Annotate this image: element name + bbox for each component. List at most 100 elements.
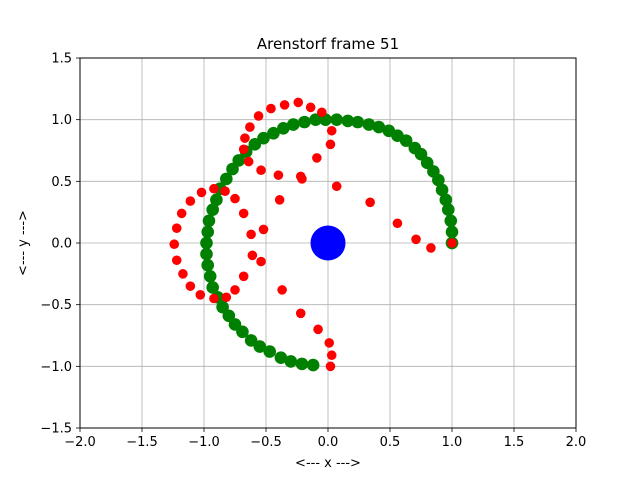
data-point	[284, 355, 298, 368]
data-point	[295, 357, 309, 371]
data-point	[253, 111, 264, 121]
data-point	[439, 193, 453, 207]
data-point	[203, 270, 217, 283]
data-point	[240, 133, 250, 143]
data-point	[317, 107, 327, 118]
data-point	[238, 271, 249, 282]
data-point	[267, 126, 280, 140]
data-point	[201, 258, 215, 272]
data-point	[238, 208, 249, 219]
data-point	[263, 345, 277, 358]
data-point	[277, 285, 287, 295]
data-point	[351, 115, 365, 129]
series-1	[169, 97, 457, 372]
data-point	[209, 183, 219, 194]
data-point	[266, 103, 276, 114]
y-tick-label: 0.5	[51, 175, 72, 190]
data-point	[274, 195, 285, 205]
data-point	[210, 193, 223, 207]
data-point	[178, 269, 188, 279]
data-point	[331, 181, 342, 192]
x-axis-label: <--- x --->	[295, 456, 361, 471]
data-point	[309, 113, 322, 126]
data-point	[238, 144, 249, 155]
data-point	[365, 197, 375, 208]
data-point	[325, 139, 336, 150]
y-tick-label: 0.0	[51, 237, 72, 252]
data-point	[253, 340, 267, 353]
x-tick-label: 0.5	[380, 435, 401, 450]
data-point	[341, 114, 355, 128]
y-tick-label: −0.5	[40, 298, 72, 313]
data-point	[445, 225, 459, 239]
data-point	[411, 234, 421, 245]
data-point	[246, 229, 256, 240]
data-point	[313, 324, 323, 335]
data-point	[295, 171, 306, 182]
data-point	[243, 156, 254, 167]
data-point	[305, 102, 316, 113]
x-tick-label: 1.0	[442, 435, 463, 450]
x-tick-label: −0.5	[250, 435, 282, 450]
data-point	[279, 100, 290, 110]
data-point	[447, 238, 457, 248]
data-point	[195, 290, 206, 300]
x-tick-label: 0.0	[318, 435, 339, 450]
data-point	[220, 186, 230, 196]
data-point	[200, 247, 213, 261]
x-tick-label: −1.0	[188, 435, 220, 450]
data-point	[171, 255, 182, 266]
chart-title: Arenstorf frame 51	[257, 35, 399, 53]
x-tick-label: 1.5	[504, 435, 525, 450]
data-point	[326, 125, 337, 136]
data-point	[306, 358, 320, 372]
data-point	[196, 187, 207, 198]
data-point	[392, 218, 403, 229]
data-point	[326, 350, 337, 361]
data-point	[293, 97, 304, 108]
x-tick-label: 2.0	[566, 435, 587, 450]
y-tick-label: 1.5	[51, 52, 72, 67]
data-point	[200, 236, 213, 250]
data-point	[169, 239, 180, 250]
x-tick-label: −2.0	[64, 435, 96, 450]
y-axis-label: <--- y --->	[16, 210, 31, 276]
data-point	[435, 183, 449, 197]
data-point	[248, 138, 262, 151]
data-point	[230, 285, 240, 295]
data-point	[206, 203, 219, 216]
data-point	[220, 172, 233, 186]
data-point	[312, 153, 322, 163]
data-point	[258, 224, 269, 235]
data-point	[372, 120, 386, 134]
data-point	[256, 256, 266, 267]
data-point	[256, 165, 266, 176]
data-point	[444, 214, 458, 228]
data-series	[169, 97, 459, 372]
data-point	[273, 170, 284, 180]
data-point	[226, 162, 239, 176]
data-point	[408, 141, 422, 155]
data-point	[325, 361, 336, 372]
data-point	[171, 223, 182, 233]
data-point	[362, 118, 376, 131]
data-point	[441, 203, 455, 216]
axis-ticks: −2.0 −1.5 −1.0 −0.5 0.0 0.5 1.0 1.5 2.0−1.5−1.0−…	[40, 52, 586, 451]
data-point	[330, 113, 343, 126]
y-tick-label: −1.0	[40, 360, 72, 375]
data-point	[185, 196, 196, 206]
y-tick-label: 1.0	[51, 113, 72, 128]
data-point	[247, 250, 258, 261]
data-point	[298, 115, 311, 129]
data-point	[277, 122, 290, 135]
data-point	[185, 281, 196, 291]
y-tick-label: −1.5	[40, 422, 72, 437]
x-tick-label: −1.5	[126, 435, 158, 450]
data-point	[201, 225, 215, 239]
data-point	[286, 118, 300, 131]
data-point	[176, 208, 187, 219]
data-point	[236, 325, 249, 339]
data-point	[324, 338, 335, 348]
data-point	[382, 124, 396, 138]
